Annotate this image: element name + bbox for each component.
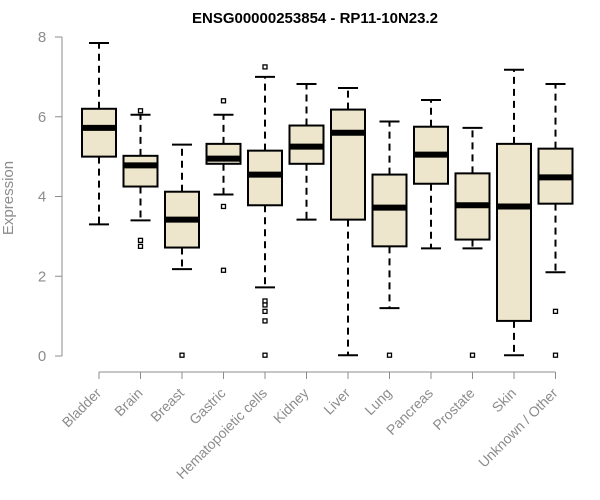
y-tick-label: 2 [38,268,46,285]
box-gastric [205,98,242,273]
y-tick-label: 4 [38,189,46,206]
y-tick-label: 0 [38,348,46,365]
chart-title: ENSG00000253854 - RP11-10N23.2 [192,10,438,27]
outlier-point [552,308,559,314]
boxes-group [81,41,574,358]
iqr-box [496,142,532,322]
outlier-point [262,352,268,358]
outlier-point [262,64,268,70]
outlier-point [137,243,144,249]
y-axis-label: Expression [0,161,17,235]
outlier-point [262,302,268,308]
outlier-point [469,352,476,358]
box-brain [122,108,159,249]
box-breast [164,143,200,358]
box-pancreas [413,99,449,250]
box-skin [496,68,532,357]
box-unknown-other [537,83,574,358]
box-lung [371,120,408,358]
x-tick-label: Brain [111,385,145,419]
outlier-point [262,308,268,314]
outlier-point [220,267,227,273]
outlier-point [137,108,144,114]
outlier-point [552,352,559,358]
box-liver [330,87,366,357]
outlier-point [220,203,227,210]
x-tick-label: Breast [147,385,187,425]
x-tick-label: Bladder [59,385,105,431]
x-tick-label: Lung [361,385,394,418]
iqr-box [122,154,159,188]
y-tick-label: 6 [38,109,46,126]
x-tick-label: Liver [320,385,353,418]
outlier-point [262,318,268,324]
outlier-point [386,352,393,358]
iqr-box [81,107,117,158]
y-tick-label: 8 [38,29,46,46]
outlier-point [137,237,144,244]
iqr-box [247,149,283,207]
box-kidney [288,83,325,221]
outlier-point [179,352,185,358]
box-bladder [81,41,117,226]
x-tick-label: Unknown / Other [475,385,561,471]
iqr-box [330,108,366,221]
y-axis: 0 2 4 6 8 [38,29,63,365]
box-prostate [454,126,491,358]
x-tick-label: Skin [489,385,520,416]
outlier-point [220,98,227,104]
x-tick-label: Kidney [270,385,312,427]
x-tick-label: Prostate [429,385,477,433]
box-hematopoietic-cells [247,64,283,358]
